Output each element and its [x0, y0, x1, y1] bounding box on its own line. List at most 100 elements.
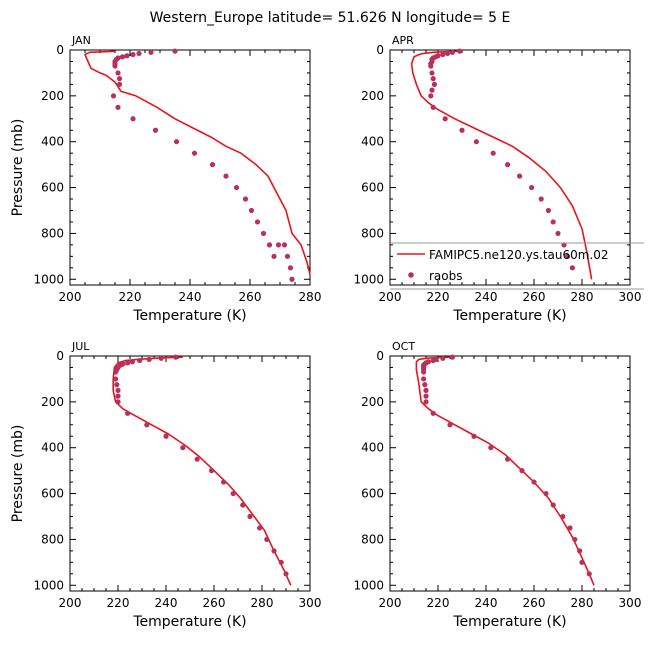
obs-point — [248, 207, 255, 214]
y-tick-label: 800 — [361, 532, 384, 546]
x-axis-label: Temperature (K) — [132, 308, 246, 324]
obs-point — [429, 87, 435, 93]
obs-point — [148, 49, 154, 55]
obs-point — [289, 276, 295, 282]
obs-point — [449, 354, 455, 360]
x-tick-label: 200 — [59, 596, 82, 610]
x-axis-label: Temperature (K) — [132, 614, 246, 630]
chart-panel-jul: 200 220 240 260 280 300 0 200 400 600 800 1000 JUL Te… — [10, 340, 321, 630]
obs-point — [221, 479, 227, 485]
obs-point — [233, 184, 240, 191]
obs-point — [281, 242, 288, 248]
obs-point — [545, 207, 552, 214]
model-profile-line — [410, 50, 593, 280]
obs-point — [119, 54, 126, 60]
obs-point — [284, 253, 291, 259]
obs-point — [194, 456, 200, 462]
y-tick-label: 1000 — [33, 272, 64, 286]
obs-point — [275, 242, 282, 248]
y-tick-label: 1000 — [353, 272, 384, 286]
legend-model-label: FAMIPC5.ne120.ys.tau60m.02 — [429, 248, 609, 262]
obs-point — [473, 139, 479, 145]
obs-point — [538, 196, 544, 202]
chart-panel-apr: 200 220 240 260 280 300 0 200 400 600 800 1000 APR Te… — [353, 34, 641, 324]
y-tick-label: 400 — [41, 441, 64, 455]
obs-point — [172, 48, 178, 54]
x-tick-label: 260 — [523, 290, 546, 304]
obs-point — [129, 359, 135, 365]
obs-point — [447, 422, 453, 428]
obs-point — [423, 387, 429, 393]
plot-frame — [69, 355, 311, 592]
obs-point — [560, 513, 566, 520]
obs-point — [555, 230, 561, 237]
obs-point — [577, 548, 583, 554]
y-tick-label: 800 — [361, 226, 384, 240]
obs-point — [423, 399, 429, 405]
obs-point — [144, 422, 150, 428]
obs-point — [254, 219, 261, 225]
obs-point — [130, 116, 136, 122]
obs-point — [247, 513, 253, 520]
obs-point — [517, 173, 523, 179]
obs-point — [428, 63, 434, 69]
obs-point — [115, 387, 121, 393]
obs-point — [278, 559, 284, 565]
y-tick-label: 800 — [41, 226, 64, 240]
obs-point — [488, 445, 494, 451]
obs-point — [191, 150, 198, 156]
obs-point — [586, 571, 592, 577]
obs-point — [440, 355, 446, 361]
obs-point — [579, 559, 585, 565]
y-tick-label: 0 — [376, 43, 384, 57]
x-tick-label: 220 — [427, 290, 450, 304]
y-tick-label: 200 — [361, 89, 384, 103]
obs-point — [431, 81, 437, 87]
obs-point — [430, 410, 436, 416]
y-tick-label: 1000 — [353, 578, 384, 592]
x-axis-label: Temperature (K) — [452, 614, 566, 630]
obs-point — [440, 51, 446, 58]
legend-obs-label: raobs — [429, 269, 463, 283]
obs-point — [271, 253, 277, 259]
y-tick-label: 400 — [41, 135, 64, 149]
obs-point — [430, 357, 436, 364]
y-tick-label: 0 — [56, 43, 64, 57]
obs-point — [115, 393, 121, 399]
obs-point — [421, 369, 427, 375]
obs-point — [519, 468, 525, 474]
y-tick-label: 0 — [376, 349, 384, 363]
x-tick-label: 240 — [179, 290, 202, 304]
obs-point — [173, 139, 180, 145]
obs-point — [242, 196, 249, 202]
model-profile-line — [112, 356, 292, 586]
obs-point — [422, 382, 428, 388]
x-tick-label: 260 — [239, 290, 262, 304]
x-tick-label: 220 — [119, 290, 142, 304]
obs-point — [550, 219, 556, 225]
obs-point — [445, 50, 451, 57]
obs-point — [490, 150, 496, 156]
y-tick-label: 1000 — [33, 578, 64, 592]
model-profile-line — [84, 50, 311, 275]
obs-point — [180, 445, 186, 451]
obs-point — [287, 265, 294, 271]
obs-point — [569, 265, 576, 271]
x-tick-label: 280 — [299, 290, 322, 304]
y-tick-label: 400 — [361, 441, 384, 455]
x-tick-label: 240 — [475, 596, 498, 610]
panel-label: APR — [392, 34, 414, 47]
obs-point — [209, 468, 215, 474]
obs-point — [550, 502, 556, 508]
obs-point — [529, 184, 535, 191]
obs-point — [115, 104, 121, 110]
chart-panel-jan: 200 220 240 260 280 0 200 400 600 800 1000 JAN Tempe… — [10, 34, 321, 324]
y-tick-label: 200 — [361, 395, 384, 409]
obs-point — [271, 548, 277, 554]
x-tick-label: 300 — [619, 596, 642, 610]
obs-point — [125, 360, 131, 366]
obs-point — [505, 456, 511, 462]
obs-point — [471, 433, 477, 439]
obs-point — [110, 93, 117, 99]
